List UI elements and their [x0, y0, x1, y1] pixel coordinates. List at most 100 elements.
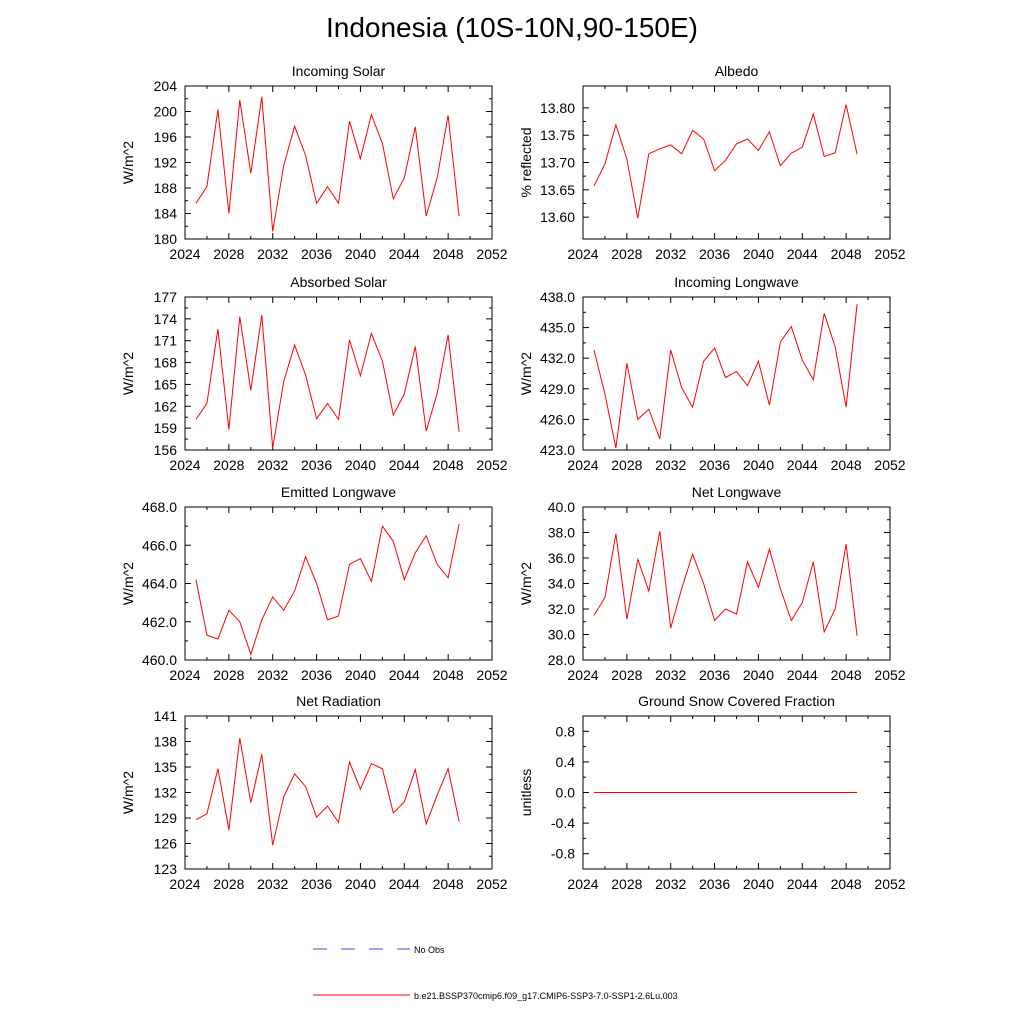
- absorbed-solar-title: Absorbed Solar: [290, 274, 387, 290]
- albedo-xtick-label: 2028: [611, 246, 642, 262]
- panel-ground-snow-covered-fraction: Ground Snow Covered Fraction unitless 2024…: [518, 693, 906, 892]
- legend-model-label: b.e21.BSSP370cmip6.f09_g17.CMIP6-SSP3-7.…: [414, 991, 678, 1001]
- net-longwave-xtick-label: 2024: [567, 667, 598, 683]
- net-radiation-ytick-label: 123: [154, 861, 178, 877]
- net-longwave-xtick-label: 2028: [611, 667, 642, 683]
- albedo-xtick-label: 2052: [874, 246, 905, 262]
- incoming-longwave-ytick-label: 438.0: [540, 289, 575, 305]
- net-radiation-xtick-label: 2040: [345, 876, 376, 892]
- incoming-solar-xtick-label: 2052: [476, 246, 507, 262]
- net-longwave-xtick-label: 2044: [787, 667, 818, 683]
- incoming-solar-xtick-label: 2040: [345, 246, 376, 262]
- ground-snow-covered-fraction-xtick-label: 2048: [831, 876, 862, 892]
- incoming-longwave-ytick-label: 429.0: [540, 381, 575, 397]
- incoming-longwave-series-line: [593, 304, 858, 449]
- absorbed-solar-ytick-label: 159: [154, 420, 178, 436]
- ground-snow-covered-fraction-ytick-label: 0.4: [556, 754, 576, 770]
- ground-snow-covered-fraction-ytick-label: -0.4: [551, 815, 575, 831]
- ground-snow-covered-fraction-xtick-label: 2036: [699, 876, 730, 892]
- albedo-ytick-label: 13.80: [540, 100, 575, 116]
- net-longwave-ytick-label: 34.0: [548, 576, 575, 592]
- absorbed-solar-ytick-label: 168: [154, 355, 178, 371]
- incoming-solar-xtick-label: 2048: [433, 246, 464, 262]
- net-radiation-ytick-label: 132: [154, 785, 178, 801]
- emitted-longwave-xtick-label: 2036: [301, 667, 332, 683]
- incoming-longwave-xtick-label: 2032: [655, 457, 686, 473]
- albedo-xtick-label: 2044: [787, 246, 818, 262]
- net-longwave-ytick-label: 38.0: [548, 525, 575, 541]
- incoming-solar-ytick-label: 180: [154, 231, 178, 247]
- albedo-series-line: [593, 104, 858, 219]
- incoming-longwave-xtick-label: 2048: [831, 457, 862, 473]
- absorbed-solar-ytick-label: 156: [154, 442, 178, 458]
- ground-snow-covered-fraction-ytick-label: 0.8: [556, 723, 576, 739]
- incoming-solar-ytick-label: 184: [154, 206, 178, 222]
- albedo-xtick-label: 2024: [567, 246, 598, 262]
- ground-snow-covered-fraction-xtick-label: 2032: [655, 876, 686, 892]
- absorbed-solar-ytick-label: 165: [154, 376, 178, 392]
- absorbed-solar-ytick-label: 162: [154, 398, 178, 414]
- net-radiation-title: Net Radiation: [296, 693, 381, 709]
- albedo-xtick-label: 2040: [743, 246, 774, 262]
- absorbed-solar-xtick-label: 2028: [213, 457, 244, 473]
- absorbed-solar-xtick-label: 2040: [345, 457, 376, 473]
- absorbed-solar-ytick-label: 174: [154, 311, 178, 327]
- ground-snow-covered-fraction-ytick-label: -0.8: [551, 846, 575, 862]
- incoming-solar-frame: [184, 85, 493, 240]
- net-radiation-xtick-label: 2036: [301, 876, 332, 892]
- net-radiation-xtick-label: 2032: [257, 876, 288, 892]
- net-radiation-ytick-label: 141: [154, 708, 178, 724]
- net-radiation-xtick-label: 2028: [213, 876, 244, 892]
- ground-snow-covered-fraction-ylabel: unitless: [518, 769, 534, 816]
- incoming-longwave-ytick-label: 426.0: [540, 411, 575, 427]
- albedo-title: Albedo: [715, 63, 759, 79]
- incoming-solar-ytick-label: 204: [154, 78, 178, 94]
- incoming-solar-xtick-label: 2044: [389, 246, 420, 262]
- incoming-solar-ytick-label: 192: [154, 155, 178, 171]
- incoming-longwave-xtick-label: 2024: [567, 457, 598, 473]
- incoming-solar-title: Incoming Solar: [292, 63, 386, 79]
- net-radiation-xtick-label: 2044: [389, 876, 420, 892]
- emitted-longwave-xtick-label: 2052: [476, 667, 507, 683]
- panel-absorbed-solar: Absorbed Solar W/m^2 2024 2028 2032 2036 2040 2…: [120, 274, 508, 473]
- panel-emitted-longwave: Emitted Longwave W/m^2 2024 2028 2032 2036 204…: [120, 484, 508, 683]
- legend: No Obs b.e21.BSSP370cmip6.f09_g17.CMIP6-…: [313, 945, 678, 1001]
- albedo-xtick-label: 2036: [699, 246, 730, 262]
- emitted-longwave-ytick-label: 464.0: [142, 576, 177, 592]
- net-longwave-xtick-label: 2036: [699, 667, 730, 683]
- albedo-ytick-label: 13.60: [540, 209, 575, 225]
- emitted-longwave-ytick-label: 468.0: [142, 499, 177, 515]
- net-radiation-xtick-label: 2048: [433, 876, 464, 892]
- incoming-longwave-xtick-label: 2028: [611, 457, 642, 473]
- incoming-longwave-xtick-label: 2040: [743, 457, 774, 473]
- ground-snow-covered-fraction-xtick-label: 2044: [787, 876, 818, 892]
- incoming-longwave-ylabel: W/m^2: [518, 352, 534, 395]
- incoming-longwave-xtick-label: 2036: [699, 457, 730, 473]
- emitted-longwave-xtick-label: 2028: [213, 667, 244, 683]
- page-title: Indonesia (10S-10N,90-150E): [325, 12, 698, 43]
- net-longwave-xtick-label: 2048: [831, 667, 862, 683]
- net-radiation-ytick-label: 126: [154, 836, 178, 852]
- incoming-longwave-ytick-label: 435.0: [540, 320, 575, 336]
- emitted-longwave-xtick-label: 2048: [433, 667, 464, 683]
- panel-albedo: Albedo % reflected 2024 2028 2032 2036 2040 204…: [518, 63, 906, 262]
- incoming-solar-xtick-label: 2036: [301, 246, 332, 262]
- ground-snow-covered-fraction-ytick-label: 0.0: [556, 785, 576, 801]
- net-longwave-frame: [582, 506, 891, 661]
- net-longwave-ytick-label: 36.0: [548, 550, 575, 566]
- absorbed-solar-xtick-label: 2048: [433, 457, 464, 473]
- incoming-solar-ytick-label: 196: [154, 129, 178, 145]
- incoming-solar-series-line: [195, 96, 460, 232]
- incoming-solar-xtick-label: 2032: [257, 246, 288, 262]
- incoming-longwave-ytick-label: 423.0: [540, 442, 575, 458]
- net-longwave-ytick-label: 28.0: [548, 652, 575, 668]
- net-radiation-series-line: [195, 738, 460, 846]
- ground-snow-covered-fraction-xtick-label: 2028: [611, 876, 642, 892]
- absorbed-solar-xtick-label: 2032: [257, 457, 288, 473]
- net-longwave-ytick-label: 40.0: [548, 499, 575, 515]
- emitted-longwave-ytick-label: 462.0: [142, 614, 177, 630]
- panel-net-longwave: Net Longwave W/m^2 2024 2028 2032 2036 2040 204…: [518, 484, 906, 683]
- emitted-longwave-xtick-label: 2032: [257, 667, 288, 683]
- panels: Incoming Solar W/m^2 2024 2028 2032 2036 2040 2…: [120, 63, 906, 892]
- emitted-longwave-ylabel: W/m^2: [120, 562, 136, 605]
